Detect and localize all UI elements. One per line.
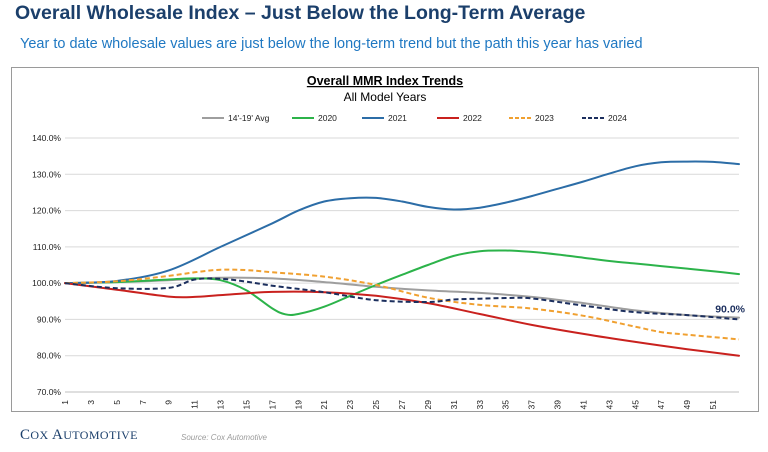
chart-subtitle: All Model Years [344,90,427,104]
y-tick-label: 70.0% [37,387,62,397]
y-tick-label: 90.0% [37,314,62,324]
chart-title: Overall MMR Index Trends [307,74,463,88]
y-axis: 70.0% 80.0% 90.0% 100.0% 110.0% 120.0% 130.0% 1… [32,133,61,397]
x-tick-label: 49 [682,400,692,410]
legend-label: 2022 [463,113,482,123]
gridlines [65,137,739,393]
annotation-layer: 90.0% [715,303,745,315]
x-tick-label: 29 [423,400,433,410]
x-tick-label: 41 [578,400,588,410]
x-tick-label: 23 [345,400,355,410]
x-tick-label: 35 [501,400,511,410]
x-tick-label: 21 [319,400,329,410]
y-tick-label: 140.0% [32,133,61,143]
y-tick-label: 100.0% [32,278,61,288]
legend-label: 2024 [608,113,627,123]
x-tick-label: 11 [190,400,200,409]
series-line-2023 [64,268,740,341]
x-tick-label: 51 [708,400,718,410]
chart-legend: 14'-19' Avg 2020 2021 2022 2023 2024 [202,113,627,123]
source-note: Source: Cox Automotive [181,433,267,442]
x-tick-label: 45 [630,400,640,410]
x-tick-label: 1 [60,400,70,405]
legend-label: 14'-19' Avg [228,113,270,123]
y-tick-label: 110.0% [33,242,62,252]
slide-subtitle: Year to date wholesale values are just b… [20,36,643,52]
x-tick-label: 15 [241,400,251,410]
y-tick-label: 120.0% [32,206,61,216]
x-tick-label: 33 [475,400,485,410]
end-value-label: 90.0% [715,303,745,315]
x-tick-label: 31 [449,400,459,410]
series-line-2024 [64,277,740,321]
cox-automotive-logo: COX AUTOMOTIVE [20,427,138,443]
y-tick-label: 130.0% [32,169,61,179]
x-tick-label: 7 [138,400,148,405]
x-axis: 1 3 5 7 9 11 13 15 17 19 21 23 25 27 29 31 33 35 37 39 41 43 4… [60,391,739,410]
x-tick-label: 3 [86,400,96,405]
legend-label: 2021 [388,113,407,123]
x-tick-label: 19 [293,400,303,410]
x-tick-label: 47 [656,400,666,410]
x-tick-label: 9 [164,400,174,405]
x-tick-label: 39 [553,400,563,410]
series-line-2020 [64,249,740,317]
chart-panel: Overall MMR Index Trends All Model Years… [11,67,759,412]
x-tick-label: 37 [527,400,537,410]
legend-label: 2020 [318,113,337,123]
x-tick-label: 27 [397,400,407,410]
series-line-2021 [64,160,740,285]
series-layer [64,160,740,357]
x-tick-label: 5 [112,400,122,405]
y-tick-label: 80.0% [37,351,62,361]
mmr-index-line-chart: Overall MMR Index Trends All Model Years… [32,74,745,410]
slide-title: Overall Wholesale Index – Just Below the… [15,2,586,24]
series-line-2022 [64,282,740,357]
x-tick-label: 17 [267,400,277,410]
x-tick-label: 13 [216,400,226,410]
x-tick-label: 25 [371,400,381,410]
x-tick-label: 43 [604,400,614,410]
legend-label: 2023 [535,113,554,123]
